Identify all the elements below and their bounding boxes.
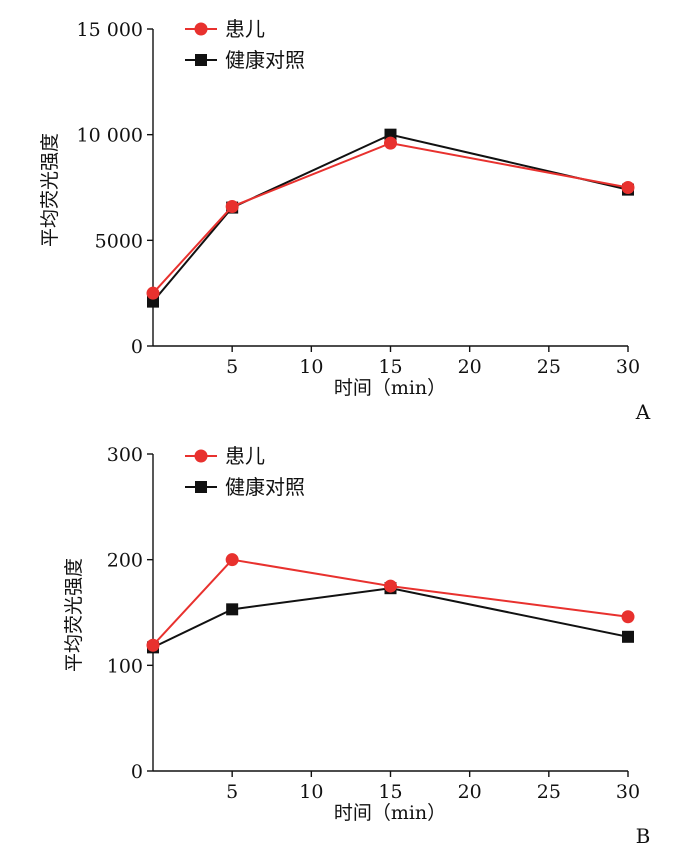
x-tick-label: 20 xyxy=(458,781,482,803)
y-tick-label: 200 xyxy=(107,550,143,572)
legend-marker-square xyxy=(195,481,207,493)
data-point-patient xyxy=(621,610,635,624)
x-tick-label: 30 xyxy=(616,781,640,803)
x-tick-label: 15 xyxy=(378,356,402,378)
x-tick-label: 25 xyxy=(537,356,561,378)
series-line-patient xyxy=(152,558,629,646)
data-point-patient xyxy=(621,181,635,194)
legend-marker-circle xyxy=(194,22,208,36)
data-point-patient xyxy=(146,286,160,300)
x-tick-label: 20 xyxy=(458,356,482,378)
x-tick-label: 10 xyxy=(299,356,323,378)
chart-a-svg: 0 5000 10 000 15 000 5 10 15 20 25 30 时间（min） 平均荧光强… xyxy=(39,17,651,424)
x-axis-title: 时间（min） xyxy=(334,802,446,824)
chart-panel-a: 0 5000 10 000 15 000 5 10 15 20 25 30 时间（min） 平均荧光强… xyxy=(39,17,651,424)
series-line-control xyxy=(152,587,629,649)
panel-label: A xyxy=(635,400,651,424)
y-tick-label: 5000 xyxy=(95,230,143,252)
chart-b-svg: 0 100 200 300 5 10 15 20 25 30 时间（min） 平均荧光强度 B 患儿健康对… xyxy=(63,444,651,848)
y-tick-label: 0 xyxy=(131,761,143,783)
x-tick-label: 30 xyxy=(616,356,640,378)
y-tick-label: 10 000 xyxy=(77,125,143,147)
data-point-patient xyxy=(384,579,397,593)
legend-label: 患儿 xyxy=(225,444,265,468)
chart-panel-b: 0 100 200 300 5 10 15 20 25 30 时间（min） 平均荧光强度 B 患儿健康对… xyxy=(0,430,700,853)
y-tick-label: 100 xyxy=(107,655,143,677)
y-tick-label: 0 xyxy=(131,336,143,358)
x-tick-label: 10 xyxy=(299,781,323,803)
x-tick-label: 5 xyxy=(226,356,238,378)
data-point-patient xyxy=(146,638,160,652)
legend-label: 患儿 xyxy=(225,17,265,41)
legend-marker-square xyxy=(195,54,207,66)
data-point-patient xyxy=(225,200,239,214)
data-point-control xyxy=(226,603,239,616)
x-tick-label: 15 xyxy=(378,781,402,803)
series-line-control xyxy=(152,133,629,303)
y-axis-title: 平均荧光强度 xyxy=(63,558,85,672)
data-point-control xyxy=(622,630,634,643)
x-tick-label: 25 xyxy=(537,781,561,803)
y-tick-label: 300 xyxy=(107,444,143,466)
legend-marker-circle xyxy=(194,449,208,463)
panel-label: B xyxy=(636,824,651,848)
x-axis-title: 时间（min） xyxy=(334,377,446,399)
x-tick-label: 5 xyxy=(226,781,238,803)
y-axis-title: 平均荧光强度 xyxy=(39,133,61,247)
series-line-patient xyxy=(152,142,629,294)
data-point-patient xyxy=(225,553,239,567)
legend-label: 健康对照 xyxy=(225,475,305,499)
legend-label: 健康对照 xyxy=(225,48,305,72)
data-point-patient xyxy=(384,136,397,150)
y-tick-label: 15 000 xyxy=(77,19,143,41)
